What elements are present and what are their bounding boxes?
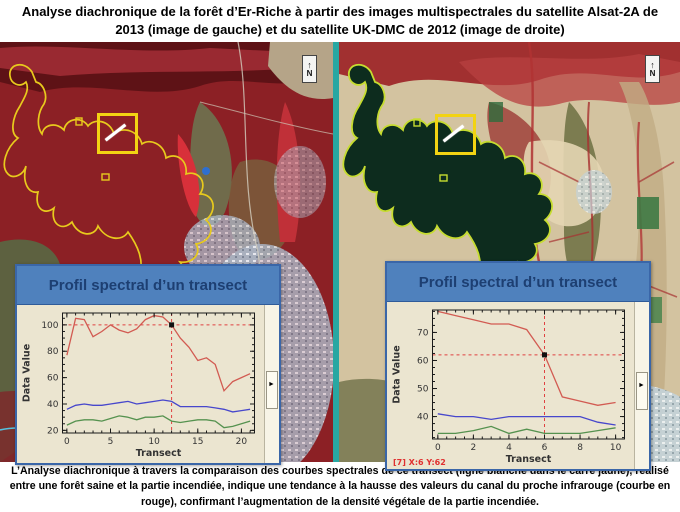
north-letter: N	[306, 68, 313, 78]
svg-text:15: 15	[192, 437, 203, 447]
plot-body-right: 0 2 4 6 8 10 40 50 60 70 Transect Data Value ► [7] …	[387, 302, 649, 469]
svg-text:5: 5	[108, 437, 114, 447]
figure-caption: L’Analyse diachronique à travers la comp…	[9, 465, 671, 508]
svg-text:20: 20	[236, 437, 248, 447]
svg-text:Data Value: Data Value	[22, 344, 33, 402]
svg-text:100: 100	[41, 321, 58, 331]
svg-text:10: 10	[148, 437, 160, 447]
scroll-arrow-icon[interactable]: ►	[268, 380, 275, 388]
svg-text:40: 40	[47, 400, 59, 410]
plot-title-right: Profil spectral d’un transect	[418, 273, 618, 291]
satellite-images-row: ↑ N	[0, 42, 680, 471]
image-divider	[333, 42, 339, 462]
plot-title-left: Profil spectral d’un transect	[48, 276, 248, 294]
svg-text:60: 60	[417, 356, 429, 366]
svg-text:0: 0	[64, 437, 70, 447]
north-arrow-left: ↑ N	[302, 55, 317, 83]
svg-text:Transect: Transect	[506, 454, 552, 464]
figure-title-bar: Analyse diachronique de la forêt d’Er-Ri…	[0, 0, 680, 42]
cursor-position-readout: [7] X:6 Y:62	[393, 458, 446, 467]
svg-text:50: 50	[417, 385, 429, 395]
transect-square-right	[435, 114, 476, 155]
svg-text:70: 70	[417, 328, 429, 338]
plot-scrollbar-left[interactable]: ►	[264, 305, 279, 463]
north-letter: N	[649, 68, 656, 78]
svg-text:2: 2	[471, 443, 477, 453]
plot-window-titlebar-left[interactable]: Profil spectral d’un transect	[17, 266, 279, 305]
svg-text:4: 4	[506, 443, 512, 453]
scroll-thumb-right[interactable]	[636, 372, 648, 411]
spectral-profile-window-left: Profil spectral d’un transect 0 5 10 15 20 20…	[15, 264, 281, 465]
transect-line-left	[104, 123, 127, 142]
svg-text:8: 8	[577, 443, 583, 453]
svg-text:40: 40	[417, 413, 429, 423]
transect-square-left	[97, 113, 138, 154]
svg-text:6: 6	[542, 443, 548, 453]
svg-text:Transect: Transect	[136, 448, 182, 458]
svg-text:0: 0	[435, 443, 441, 453]
north-arrow-right: ↑ N	[645, 55, 660, 83]
plot-window-titlebar-right[interactable]: Profil spectral d’un transect	[387, 263, 649, 302]
svg-text:60: 60	[47, 374, 59, 384]
svg-text:Data Value: Data Value	[392, 345, 403, 403]
scroll-thumb-left[interactable]	[266, 371, 278, 410]
transect-line-right	[442, 124, 465, 143]
spectral-plot-right[interactable]: 0 2 4 6 8 10 40 50 60 70 Transect Data Value	[387, 302, 634, 464]
spectral-profile-window-right: Profil spectral d’un transect 0 2 4 6 8 10 40 5…	[385, 261, 651, 471]
scroll-arrow-icon[interactable]: ►	[638, 382, 645, 390]
svg-text:10: 10	[610, 443, 622, 453]
svg-text:20: 20	[47, 426, 59, 436]
plot-body-left: 0 5 10 15 20 20 40 60 80 100 Transect Data Value ►	[17, 305, 279, 463]
plot-scrollbar-right[interactable]: ►	[634, 302, 649, 469]
svg-text:80: 80	[47, 347, 59, 357]
north-arrow-glyph: ↑	[307, 59, 312, 70]
spectral-plot-left[interactable]: 0 5 10 15 20 20 40 60 80 100 Transect Data Value	[17, 305, 264, 458]
figure-title: Analyse diachronique de la forêt d’Er-Ri…	[21, 3, 659, 37]
north-arrow-glyph: ↑	[650, 59, 655, 70]
